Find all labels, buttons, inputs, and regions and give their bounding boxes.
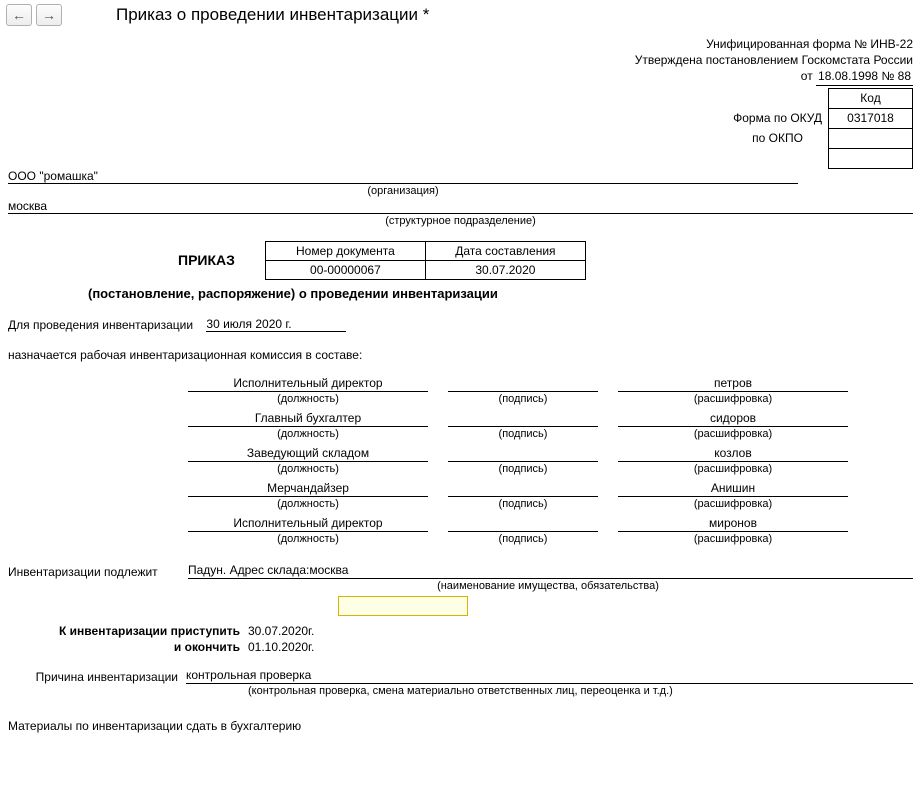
subject-row: Инвентаризации подлежит Падун. Адрес скл… (8, 563, 913, 579)
signature-caption: (подпись) (448, 428, 598, 440)
form-line-1: Унифицированная форма № ИНВ-22 (8, 36, 913, 52)
subject-caption: (наименование имущества, обязательства) (188, 580, 908, 592)
commission-row: Мерчандайзер(должность) (подпись) Анишин(р… (188, 481, 913, 510)
doc-header: ПРИКАЗ Номер документа Дата составления … (8, 241, 913, 280)
commission-row: Заведующий складом(должность) (подпись) ко… (188, 446, 913, 475)
position-field: Главный бухгалтер (188, 411, 428, 427)
signature-caption: (подпись) (448, 533, 598, 545)
position-caption: (должность) (188, 463, 428, 475)
num-header: Номер документа (265, 241, 425, 260)
commission-label: назначается рабочая инвентаризационная к… (8, 348, 913, 362)
name-field: сидоров (618, 411, 848, 427)
signature-field (448, 411, 598, 427)
division-caption: (структурное подразделение) (8, 215, 913, 227)
reason-value: контрольная проверка (186, 668, 913, 684)
approval-date: 18.08.1998 № 88 (816, 68, 913, 85)
position-caption: (должность) (188, 428, 428, 440)
signature-field (448, 481, 598, 497)
commission-row: Исполнительный директор(должность) (подпи… (188, 376, 913, 405)
nav-forward-button[interactable]: → (36, 4, 62, 26)
reason-row: Причина инвентаризации контрольная прове… (8, 668, 913, 684)
org-caption: (организация) (8, 185, 798, 197)
date-value: 30.07.2020 (425, 260, 585, 279)
position-field: Заведующий складом (188, 446, 428, 462)
codes-table: Код Форма по ОКУД 0317018 по ОКПО (727, 88, 913, 169)
reason-caption: (контрольная проверка, смена материально… (188, 685, 908, 697)
position-caption: (должность) (188, 533, 428, 545)
division-row: москва (8, 199, 913, 214)
signature-caption: (подпись) (448, 463, 598, 475)
doc-num-table: Номер документа Дата составления 00-0000… (265, 241, 586, 280)
form-line-2: Утверждена постановлением Госкомстата Ро… (8, 52, 913, 68)
reason-label: Причина инвентаризации (8, 670, 178, 684)
kod-header: Код (829, 88, 913, 108)
subject-value: Падун. Адрес склада:москва (188, 563, 913, 579)
prikaz-label: ПРИКАЗ (178, 252, 235, 268)
name-field: миронов (618, 516, 848, 532)
form-info: Унифицированная форма № ИНВ-22 Утвержден… (8, 36, 913, 86)
org-name: ООО "ромашка" (8, 169, 798, 184)
okud-value: 0317018 (829, 108, 913, 128)
footer-line: Материалы по инвентаризации сдать в бухг… (8, 719, 913, 733)
end-label: и окончить (8, 640, 248, 654)
name-caption: (расшифровка) (618, 393, 848, 405)
name-caption: (расшифровка) (618, 428, 848, 440)
conduct-date: 30 июля 2020 г. (206, 317, 346, 332)
blank-code-cell (829, 148, 913, 168)
document-body: Унифицированная форма № ИНВ-22 Утвержден… (0, 30, 921, 747)
date-header: Дата составления (425, 241, 585, 260)
end-value: 01.10.2020г. (248, 640, 314, 654)
signature-field (448, 446, 598, 462)
toolbar: ← → Приказ о проведении инвентаризации * (0, 0, 921, 30)
signature-field (448, 376, 598, 392)
name-field: Анишин (618, 481, 848, 497)
position-caption: (должность) (188, 393, 428, 405)
start-value: 30.07.2020г. (248, 624, 314, 638)
signature-field (448, 516, 598, 532)
subject-label: Инвентаризации подлежит (8, 565, 178, 579)
name-caption: (расшифровка) (618, 498, 848, 510)
name-field: петров (618, 376, 848, 392)
name-field: козлов (618, 446, 848, 462)
start-label: К инвентаризации приступить (8, 624, 248, 638)
commission-row: Исполнительный директор(должность) (подпи… (188, 516, 913, 545)
page-title: Приказ о проведении инвентаризации * (116, 5, 429, 25)
conduct-row: Для проведения инвентаризации 30 июля 20… (8, 317, 913, 332)
commission-row: Главный бухгалтер(должность) (подпись) сид… (188, 411, 913, 440)
doc-subtitle: (постановление, распоряжение) о проведен… (88, 286, 913, 301)
signature-caption: (подпись) (448, 498, 598, 510)
name-caption: (расшифровка) (618, 463, 848, 475)
highlight-box[interactable] (338, 596, 468, 616)
commission-block: Исполнительный директор(должность)(подпи… (8, 376, 913, 545)
nav-back-button[interactable]: ← (6, 4, 32, 26)
position-caption: (должность) (188, 498, 428, 510)
position-field: Исполнительный директор (188, 516, 428, 532)
dates-block: К инвентаризации приступить 30.07.2020г.… (8, 624, 913, 654)
num-value: 00-00000067 (265, 260, 425, 279)
okud-label: Форма по ОКУД (727, 108, 828, 128)
position-field: Исполнительный директор (188, 376, 428, 392)
signature-caption: (подпись) (448, 393, 598, 405)
name-caption: (расшифровка) (618, 533, 848, 545)
form-line-3: от 18.08.1998 № 88 (8, 68, 913, 85)
okpo-label: по ОКПО (727, 128, 828, 148)
position-field: Мерчандайзер (188, 481, 428, 497)
division-name: москва (8, 199, 913, 214)
okpo-value (829, 128, 913, 148)
